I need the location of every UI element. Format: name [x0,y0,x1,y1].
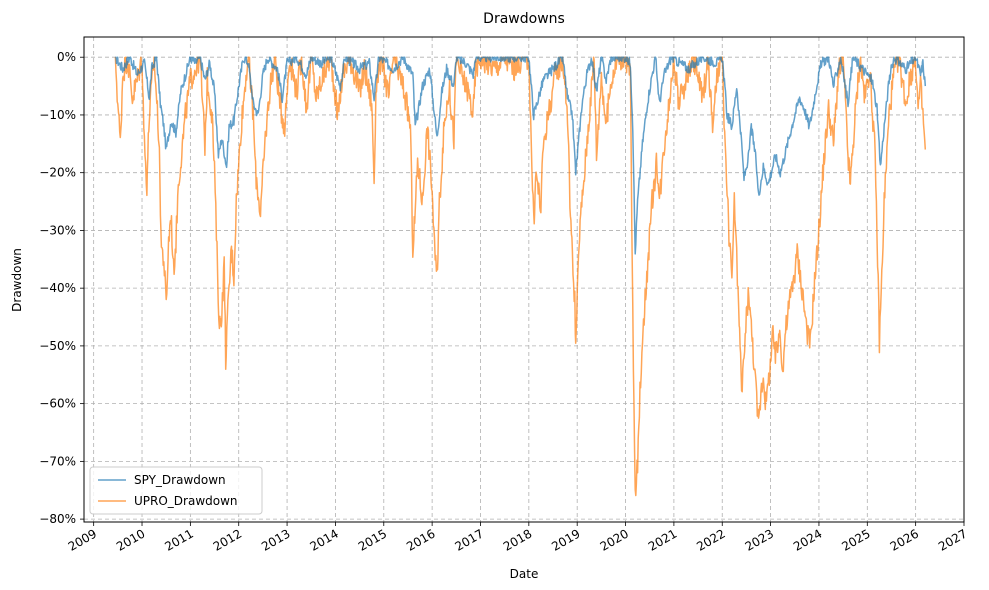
x-tick-label: 2021 [646,526,679,553]
y-tick-label: −20% [39,166,76,180]
x-tick-label: 2009 [66,526,99,553]
y-tick-label: 0% [57,50,76,64]
x-tick-label: 2016 [404,526,437,553]
x-gridlines [93,37,965,522]
legend: SPY_Drawdown UPRO_Drawdown [89,466,263,515]
x-tick-label: 2025 [839,526,872,553]
x-tick-label: 2020 [598,526,631,553]
x-tick-label: 2011 [162,526,195,553]
x-tick-label: 2018 [501,526,534,553]
plot-area-background [84,37,964,522]
x-tick-label: 2017 [453,526,486,553]
legend-box [89,466,263,515]
y-axis-label: Drawdown [10,248,24,312]
x-tick-label: 2014 [307,526,340,553]
legend-label-upro: UPRO_Drawdown [134,494,238,508]
y-axis-ticks: 0% −10% −20% −30% −40% −50% −60% −70% −80% [39,50,84,526]
x-tick-label: 2022 [694,526,727,553]
x-tick-label: 2024 [791,526,824,553]
legend-label-spy: SPY_Drawdown [134,473,226,487]
x-tick-label: 2023 [743,526,776,553]
x-axis-label: Date [510,567,539,581]
x-tick-label: 2010 [114,526,147,553]
x-tick-label: 2026 [888,526,921,553]
series-line-upro [114,56,927,497]
y-tick-label: −30% [39,223,76,237]
y-tick-label: −40% [39,281,76,295]
y-tick-label: −70% [39,454,76,468]
plot-frame [83,36,965,523]
chart-title: Drawdowns [483,11,565,27]
y-tick-label: −80% [39,512,76,526]
x-axis-ticks: 2009 2010 2011 2012 2013 2014 2015 2016 2017 2018… [66,522,970,554]
y-tick-label: −10% [39,108,76,122]
series-layer [114,56,927,497]
x-tick-label: 2012 [211,526,244,553]
x-tick-label: 2027 [936,526,969,553]
x-tick-label: 2019 [549,526,582,553]
y-tick-label: −50% [39,339,76,353]
series-line-spy [115,56,927,255]
x-tick-label: 2015 [356,526,389,553]
y-tick-label: −60% [39,397,76,411]
x-tick-label: 2013 [259,526,292,553]
